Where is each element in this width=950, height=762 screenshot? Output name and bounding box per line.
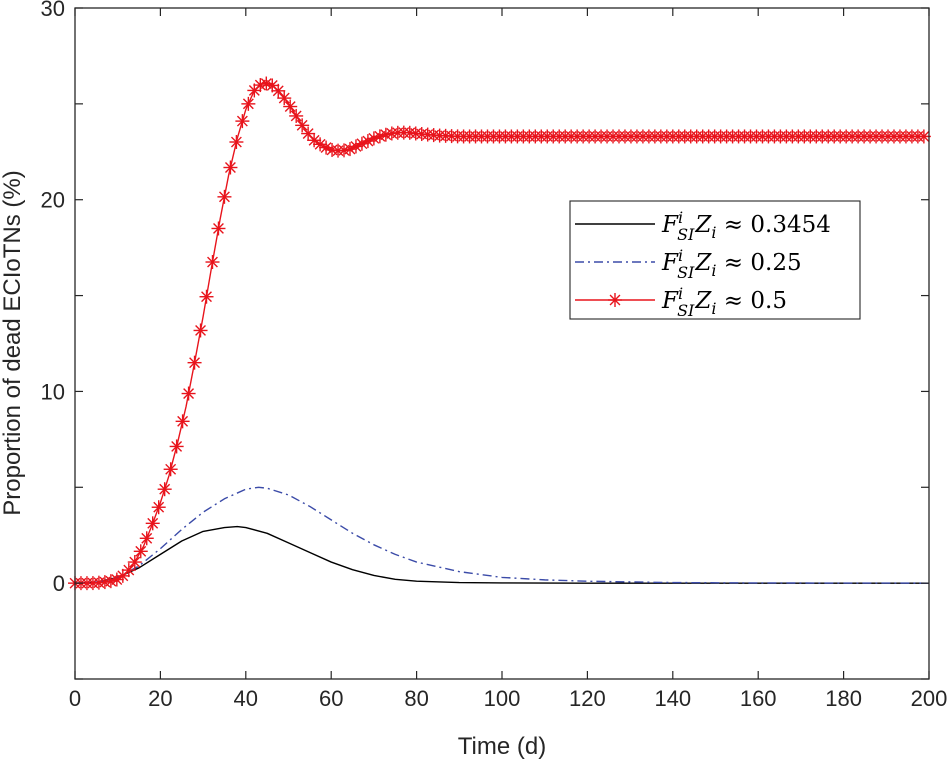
data-point	[277, 91, 292, 106]
data-point	[139, 531, 154, 546]
y-tick-label: 10	[41, 379, 65, 404]
series-line	[74, 486, 930, 584]
y-tick-label: 30	[41, 0, 65, 21]
data-point	[295, 118, 310, 133]
data-point	[151, 500, 166, 515]
x-axis-label: Time (d)	[458, 733, 546, 760]
data-point	[354, 136, 369, 151]
data-point	[175, 414, 190, 429]
data-point	[342, 142, 357, 157]
data-point	[360, 134, 375, 149]
legend-item: Fi SIZi ≈ 0.3454	[575, 208, 831, 244]
x-tick-label: 0	[69, 686, 81, 711]
legend-item: Fi SIZi ≈ 0.5	[575, 284, 787, 320]
series-layer	[68, 76, 931, 591]
data-point	[348, 139, 363, 154]
series-2	[68, 76, 931, 591]
x-tick-label: 120	[569, 686, 606, 711]
plot-area	[75, 8, 929, 679]
data-point	[235, 114, 250, 129]
x-tick-label: 200	[911, 686, 948, 711]
x-tick-label: 80	[404, 686, 428, 711]
ticks-layer: 0 20 40 60 80 100 120 140 160 180 200 0 10 20 30	[41, 0, 948, 711]
data-point	[193, 323, 208, 338]
legend-label: Fi SIZi ≈ 0.3454	[661, 208, 831, 244]
series-0	[74, 525, 929, 584]
x-tick-label: 160	[740, 686, 777, 711]
data-point	[289, 108, 304, 123]
x-tick-label: 140	[654, 686, 691, 711]
data-point	[121, 563, 136, 578]
legend-label: Fi SIZi ≈ 0.25	[661, 246, 802, 282]
data-point	[271, 83, 286, 98]
data-point	[241, 96, 256, 111]
x-tick-label: 20	[148, 686, 172, 711]
data-point	[217, 189, 232, 204]
series-line	[74, 525, 929, 584]
series-1	[74, 486, 930, 584]
data-point	[169, 439, 184, 454]
data-point	[608, 293, 622, 307]
y-tick-label: 20	[41, 188, 65, 213]
data-point	[319, 140, 334, 155]
data-point	[181, 386, 196, 401]
data-point	[145, 516, 160, 531]
data-point	[157, 482, 172, 497]
legend-item: Fi SIZi ≈ 0.25	[575, 246, 802, 282]
y-tick-label: 0	[53, 571, 65, 596]
x-tick-label: 40	[234, 686, 258, 711]
y-axis-label: Proportion of dead ECIoTNs (%)	[0, 170, 26, 515]
data-point	[283, 99, 298, 114]
legend-label: Fi SIZi ≈ 0.5	[661, 284, 787, 320]
data-point	[97, 575, 112, 590]
data-point	[205, 255, 220, 270]
x-tick-label: 180	[825, 686, 862, 711]
data-point	[199, 289, 214, 304]
data-point	[133, 544, 148, 559]
data-point	[187, 355, 202, 370]
data-point	[229, 135, 244, 150]
x-tick-label: 100	[484, 686, 521, 711]
data-point	[211, 221, 226, 236]
data-point	[223, 160, 238, 175]
x-tick-label: 60	[319, 686, 343, 711]
data-point	[372, 129, 387, 144]
data-point	[163, 462, 178, 477]
data-point	[127, 555, 142, 570]
